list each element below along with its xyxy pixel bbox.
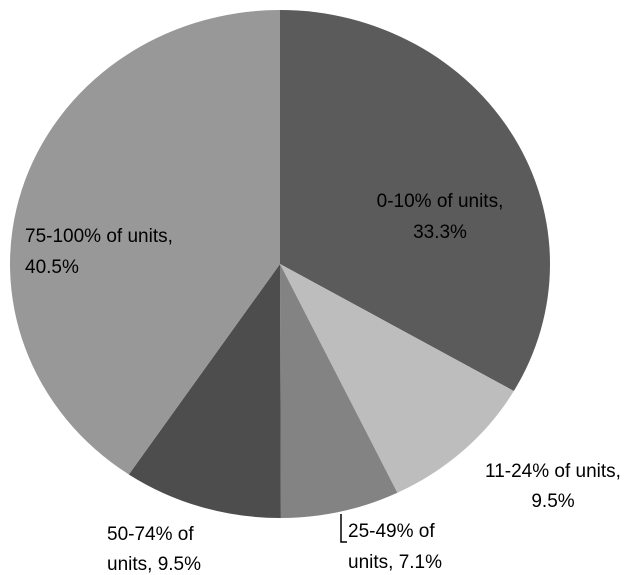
data-label: 9.5% — [531, 491, 574, 512]
data-label: 40.5% — [25, 257, 79, 278]
pie-slice — [280, 264, 398, 518]
data-label: 50-74% of — [107, 524, 194, 545]
data-label: 25-49% of — [348, 521, 435, 542]
data-label: 75-100% of units, — [25, 226, 173, 247]
pie-slice — [128, 264, 281, 518]
data-label: units, 9.5% — [107, 554, 201, 575]
pie-slice — [10, 10, 281, 475]
pie-slice — [280, 264, 514, 493]
data-label: units, 7.1% — [348, 552, 442, 573]
data-label: 11-24% of units, — [485, 461, 621, 482]
pie-slice — [280, 10, 550, 391]
data-label: 33.3% — [413, 222, 467, 243]
data-label: 0-10% of units, — [377, 191, 504, 212]
leader-line — [340, 514, 347, 543]
